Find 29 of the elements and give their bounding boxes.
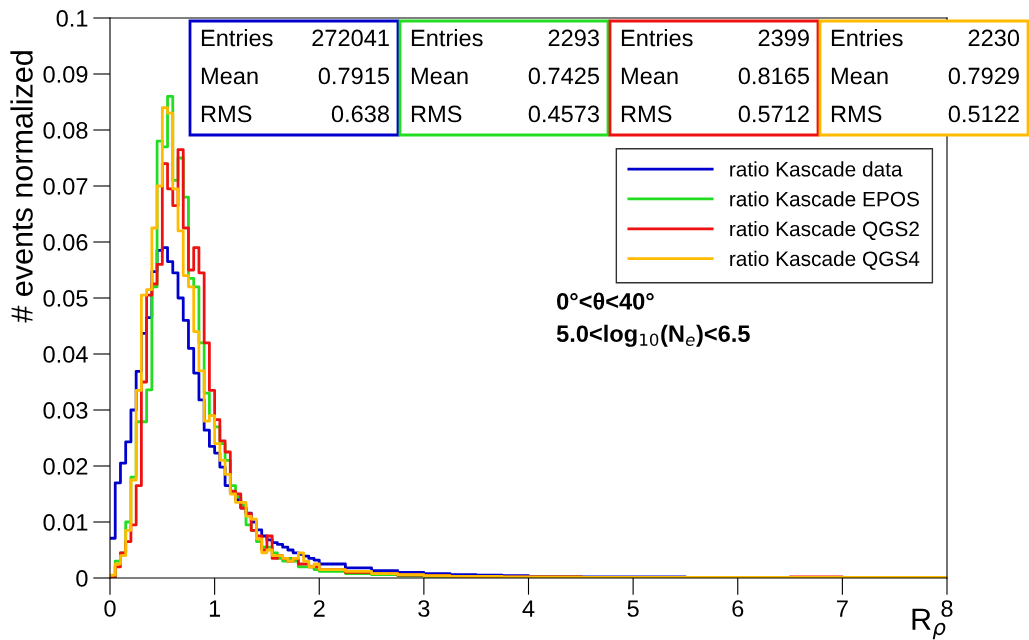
y-tick-label: 0.1 (56, 10, 88, 27)
y-tick-label: 0.08 (43, 122, 88, 139)
x-tick-label: 6 (732, 600, 744, 617)
x-tick-label: 1 (209, 600, 221, 617)
y-axis-title: # events normalized (10, 51, 33, 323)
y-tick-label: 0.06 (43, 234, 88, 251)
text: Entries 272041 Mean 0.7915 RMS 0.638 (201, 29, 390, 123)
y-tick-label: 0.04 (43, 346, 88, 363)
x-tick-label: 2 (313, 600, 325, 617)
x-tick-label: 0 (104, 600, 116, 617)
y-tick-label: 0.05 (43, 290, 88, 307)
text: Entries 2399 Mean 0.8165 RMS 0.5712 (621, 29, 810, 123)
x-tick-label: 3 (418, 600, 430, 617)
y-tick-label: 0.01 (43, 514, 88, 531)
legend-label: ratio Kascade EPOS (730, 191, 919, 207)
y-tick-label: 0.02 (43, 458, 88, 475)
x-tick-label: 7 (837, 600, 848, 617)
y-tick-label: 0.07 (43, 178, 88, 195)
x-tick-label: 4 (522, 600, 535, 617)
legend-label: ratio Kascade QGS2 (730, 220, 919, 241)
annotation: 0°<θ<40° 5.0<log$_{10}$(N$_{e}$)<6.5 (556, 292, 750, 347)
text: Entries 2230 Mean 0.7929 RMS 0.5122 (831, 29, 1020, 123)
x-tick-label: 5 (627, 600, 639, 617)
text: Entries 2293 Mean 0.7425 RMS 0.4573 (411, 29, 600, 123)
y-tick-label: 0.09 (43, 66, 88, 83)
legend-label: ratio Kascade QGS4 (730, 250, 920, 270)
y-tick-label: 0 (76, 570, 88, 587)
y-tick-label: 0.03 (43, 402, 88, 419)
legend-label: ratio Kascade data (730, 161, 903, 177)
